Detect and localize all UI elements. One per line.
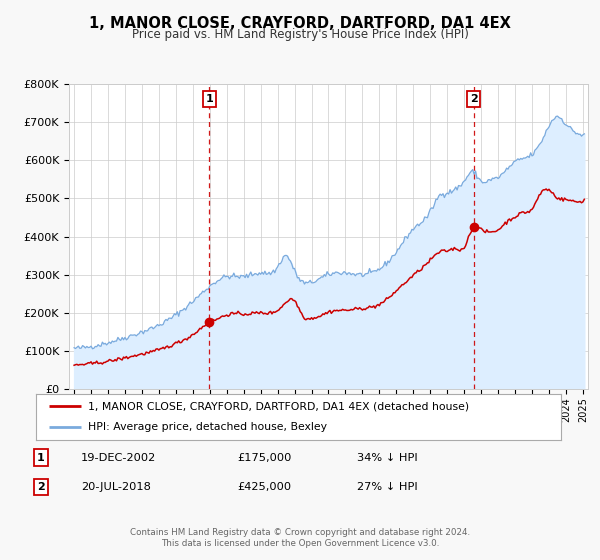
Text: HPI: Average price, detached house, Bexley: HPI: Average price, detached house, Bexl… — [89, 422, 328, 432]
Text: £425,000: £425,000 — [237, 482, 291, 492]
Text: 1: 1 — [205, 94, 213, 104]
Text: 20-JUL-2018: 20-JUL-2018 — [81, 482, 151, 492]
Text: Price paid vs. HM Land Registry's House Price Index (HPI): Price paid vs. HM Land Registry's House … — [131, 28, 469, 41]
Text: This data is licensed under the Open Government Licence v3.0.: This data is licensed under the Open Gov… — [161, 539, 439, 548]
Text: 27% ↓ HPI: 27% ↓ HPI — [357, 482, 418, 492]
Text: 1, MANOR CLOSE, CRAYFORD, DARTFORD, DA1 4EX: 1, MANOR CLOSE, CRAYFORD, DARTFORD, DA1 … — [89, 16, 511, 31]
Text: Contains HM Land Registry data © Crown copyright and database right 2024.: Contains HM Land Registry data © Crown c… — [130, 528, 470, 536]
Text: 1, MANOR CLOSE, CRAYFORD, DARTFORD, DA1 4EX (detached house): 1, MANOR CLOSE, CRAYFORD, DARTFORD, DA1 … — [89, 401, 470, 411]
Text: 2: 2 — [470, 94, 478, 104]
Text: 1: 1 — [37, 452, 44, 463]
Text: 19-DEC-2002: 19-DEC-2002 — [81, 452, 156, 463]
Text: £175,000: £175,000 — [237, 452, 292, 463]
Text: 2: 2 — [37, 482, 44, 492]
Text: 34% ↓ HPI: 34% ↓ HPI — [357, 452, 418, 463]
